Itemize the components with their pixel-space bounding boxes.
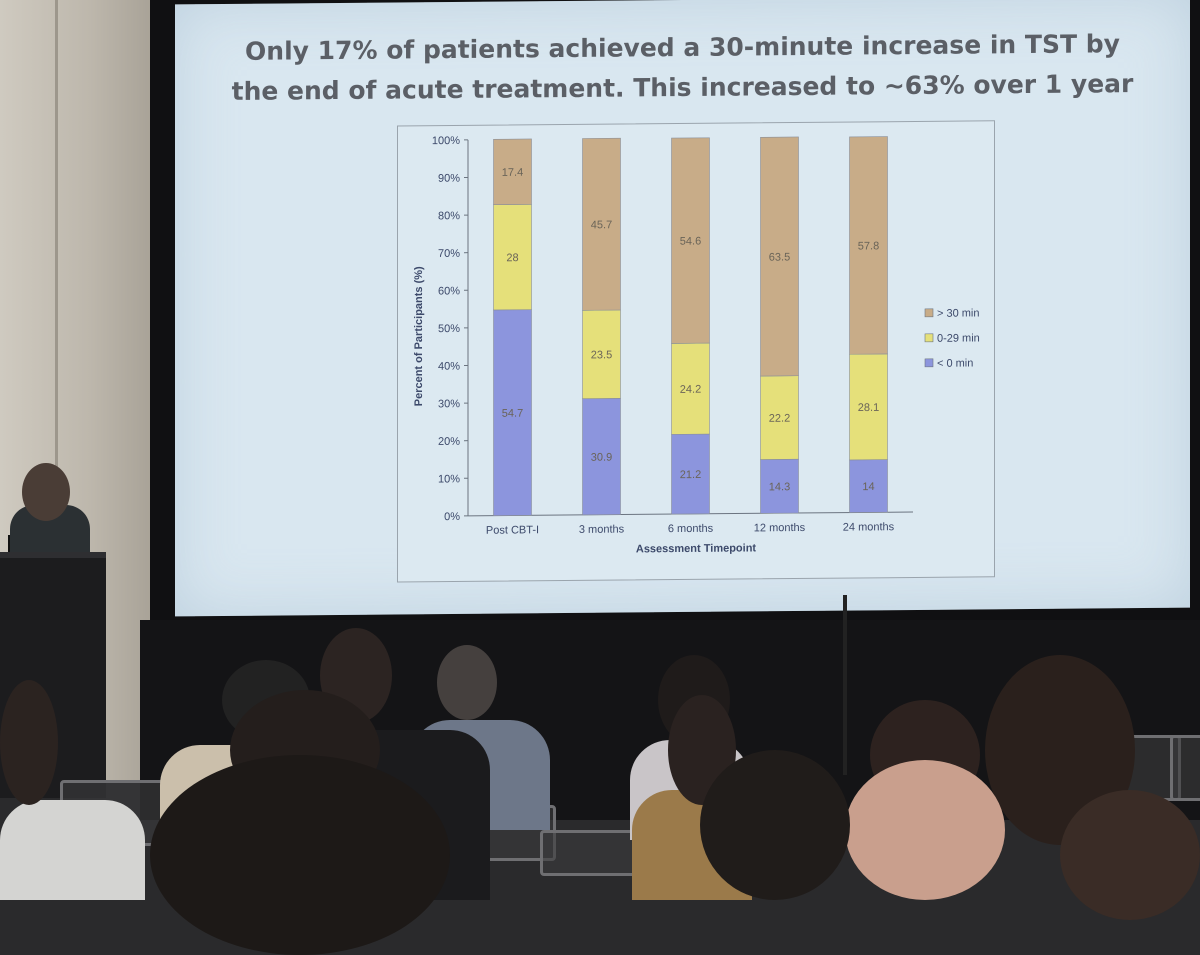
audience-person-head xyxy=(0,680,58,805)
audience-person-head xyxy=(1060,790,1200,920)
audience-person xyxy=(0,800,145,900)
audience-person-head xyxy=(437,645,497,720)
speaker-head xyxy=(22,463,70,521)
audience-person-head xyxy=(150,755,450,955)
chair xyxy=(1170,735,1200,801)
audience-person-head xyxy=(845,760,1005,900)
audience xyxy=(0,0,1200,900)
chair xyxy=(540,830,636,876)
audience-person-head xyxy=(700,750,850,900)
